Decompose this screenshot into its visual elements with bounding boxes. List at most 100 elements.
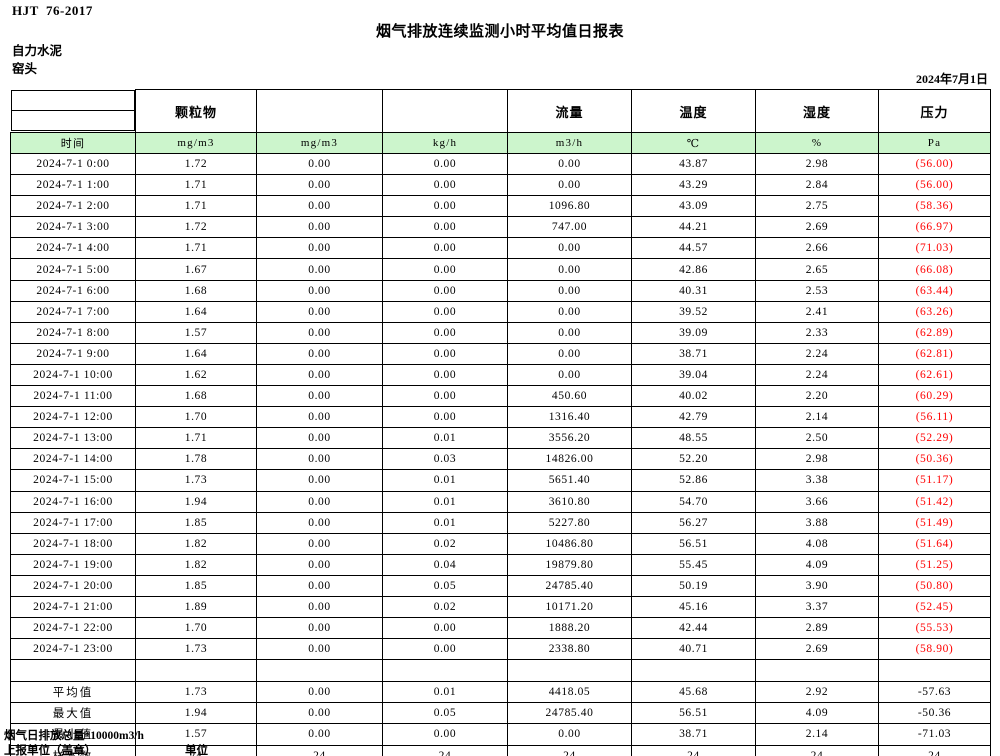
summary-label: 最大值	[10, 702, 136, 725]
cell-value: 19879.80	[507, 553, 632, 576]
table-row: 2024-7-1 21:00 1.89 0.00 0.02 10171.20 45.16 3…	[10, 595, 991, 619]
cell-value: 0.01	[382, 681, 508, 704]
cell-value: 0.00	[382, 406, 508, 429]
cell-value: 50.19	[631, 574, 756, 597]
cell-value: 0.03	[382, 448, 508, 471]
cell-value: 0.00	[256, 216, 383, 239]
group-header-flow: 流量	[507, 89, 632, 133]
cell-value: 0.00	[382, 300, 508, 323]
cell-value: 1.78	[135, 448, 257, 471]
cell-value: (63.44)	[878, 279, 991, 302]
cell-value: 1.82	[135, 532, 257, 555]
cell-value: 2.92	[755, 681, 879, 704]
cell-value: 0.00	[256, 342, 383, 365]
cell-timestamp: 2024-7-1 10:00	[10, 363, 136, 387]
column-header-unit-4: kg/h	[382, 132, 508, 154]
cell-value: 40.71	[631, 638, 756, 661]
cell-value: 2.24	[755, 342, 879, 365]
cell-value: 0.00	[382, 237, 508, 260]
cell-timestamp: 2024-7-1 7:00	[10, 300, 136, 323]
cell-value: 42.86	[631, 258, 756, 281]
cell-value: 3.38	[755, 469, 879, 492]
cell-value: 2.69	[755, 638, 879, 661]
table-row: 2024-7-1 17:00 1.85 0.00 0.01 5227.80 56.27 3.…	[10, 511, 991, 534]
cell-value: 42.79	[631, 406, 756, 429]
cell-timestamp: 2024-7-1 11:00	[10, 385, 136, 408]
cell-value: 0.00	[256, 385, 383, 408]
table-row: 2024-7-1 16:00 1.94 0.00 0.01 3610.80 54.70 3.…	[10, 490, 991, 513]
table-body: 颗粒物 流量 温度 湿度 压力 时间 mg/m3 mg/m3 kg/h m3/h…	[10, 89, 991, 154]
table-row: 2024-7-1 3:00 1.72 0.00 0.00 747.00 44.21 2.69…	[10, 216, 991, 239]
cell-value: 39.04	[631, 363, 756, 387]
group-header-particulate: 颗粒物	[135, 89, 257, 133]
table-row: 2024-7-1 15:00 1.73 0.00 0.01 5651.40 52.86 3.…	[10, 469, 991, 492]
cell-value: 5651.40	[507, 469, 632, 492]
cell-value: 2.41	[755, 300, 879, 323]
cell-value: 0.00	[382, 342, 508, 365]
cell-value: 43.87	[631, 152, 756, 176]
column-header-unit-5: m3/h	[507, 132, 632, 154]
cell-value: 0.00	[507, 342, 632, 365]
cell-value: 0.00	[507, 279, 632, 302]
cell-value: (56.00)	[878, 152, 991, 176]
column-header-unit-7: %	[755, 132, 879, 154]
table-row: 2024-7-1 18:00 1.82 0.00 0.02 10486.80 56.51 4…	[10, 532, 991, 555]
cell-value: 1.71	[135, 195, 257, 218]
cell-value: 0.00	[382, 152, 508, 176]
cell-value: 2.14	[755, 406, 879, 429]
cell-value: 2.84	[755, 174, 879, 197]
cell-value: 10486.80	[507, 532, 632, 555]
cell-value: 1888.20	[507, 617, 632, 640]
cell-value: 0.00	[256, 617, 383, 640]
group-header-col3	[256, 89, 383, 133]
cell-value: 2.33	[755, 321, 879, 344]
group-header-humidity: 湿度	[755, 89, 879, 133]
cell-value: 0.00	[382, 723, 508, 746]
table-row: 2024-7-1 11:00 1.68 0.00 0.00 450.60 40.02 2.2…	[10, 385, 991, 408]
table-row: 2024-7-1 0:00 1.72 0.00 0.00 0.00 43.87 2.98 (5…	[10, 152, 991, 176]
cell-value: 3556.20	[507, 427, 632, 450]
spacer-cell	[256, 659, 383, 683]
group-header-temperature: 温度	[631, 89, 756, 133]
cell-value: 0.00	[507, 174, 632, 197]
cell-value: 24785.40	[507, 574, 632, 597]
table-row: 2024-7-1 20:00 1.85 0.00 0.05 24785.40 50.19 3…	[10, 574, 991, 597]
summary-row: 最小值 1.57 0.00 0.00 0.00 38.71 2.14 -71.03	[10, 723, 991, 746]
cell-value: (63.26)	[878, 300, 991, 323]
cell-value: 2.24	[755, 363, 879, 387]
group-header-col4	[382, 89, 508, 133]
cell-value: 2.65	[755, 258, 879, 281]
cell-value: 1316.40	[507, 406, 632, 429]
cell-value: 0.00	[256, 300, 383, 323]
cell-timestamp: 2024-7-1 3:00	[10, 216, 136, 239]
cell-value: 0.00	[382, 617, 508, 640]
cell-value: 1.64	[135, 300, 257, 323]
cell-value: 54.70	[631, 490, 756, 513]
cell-value: 0.00	[507, 152, 632, 176]
cell-value: 56.27	[631, 511, 756, 534]
cell-timestamp: 2024-7-1 9:00	[10, 342, 136, 365]
cell-value: 0.00	[256, 279, 383, 302]
cell-value: 2.75	[755, 195, 879, 218]
cell-value: 0.00	[256, 574, 383, 597]
cell-value: 45.16	[631, 595, 756, 619]
table-row: 2024-7-1 2:00 1.71 0.00 0.00 1096.80 43.09 2.7…	[10, 195, 991, 218]
table-row: 2024-7-1 12:00 1.70 0.00 0.00 1316.40 42.79 2.…	[10, 406, 991, 429]
cell-value: (58.90)	[878, 638, 991, 661]
organization-name: 自力水泥	[12, 44, 63, 58]
cell-value: 5227.80	[507, 511, 632, 534]
cell-value: 1.73	[135, 469, 257, 492]
cell-value: 0.01	[382, 511, 508, 534]
cell-value: 1.73	[135, 681, 257, 704]
cell-value: 0.02	[382, 595, 508, 619]
cell-value: 44.21	[631, 216, 756, 239]
cell-value: 0.00	[256, 258, 383, 281]
spacer-cell	[382, 659, 508, 683]
table-row: 2024-7-1 10:00 1.62 0.00 0.00 0.00 39.04 2.24(…	[10, 363, 991, 387]
cell-value: 43.09	[631, 195, 756, 218]
cell-value: (62.61)	[878, 363, 991, 387]
cell-value: 48.55	[631, 427, 756, 450]
cell-value: 55.45	[631, 553, 756, 576]
group-header-pressure: 压力	[878, 89, 991, 133]
cell-value: 450.60	[507, 385, 632, 408]
